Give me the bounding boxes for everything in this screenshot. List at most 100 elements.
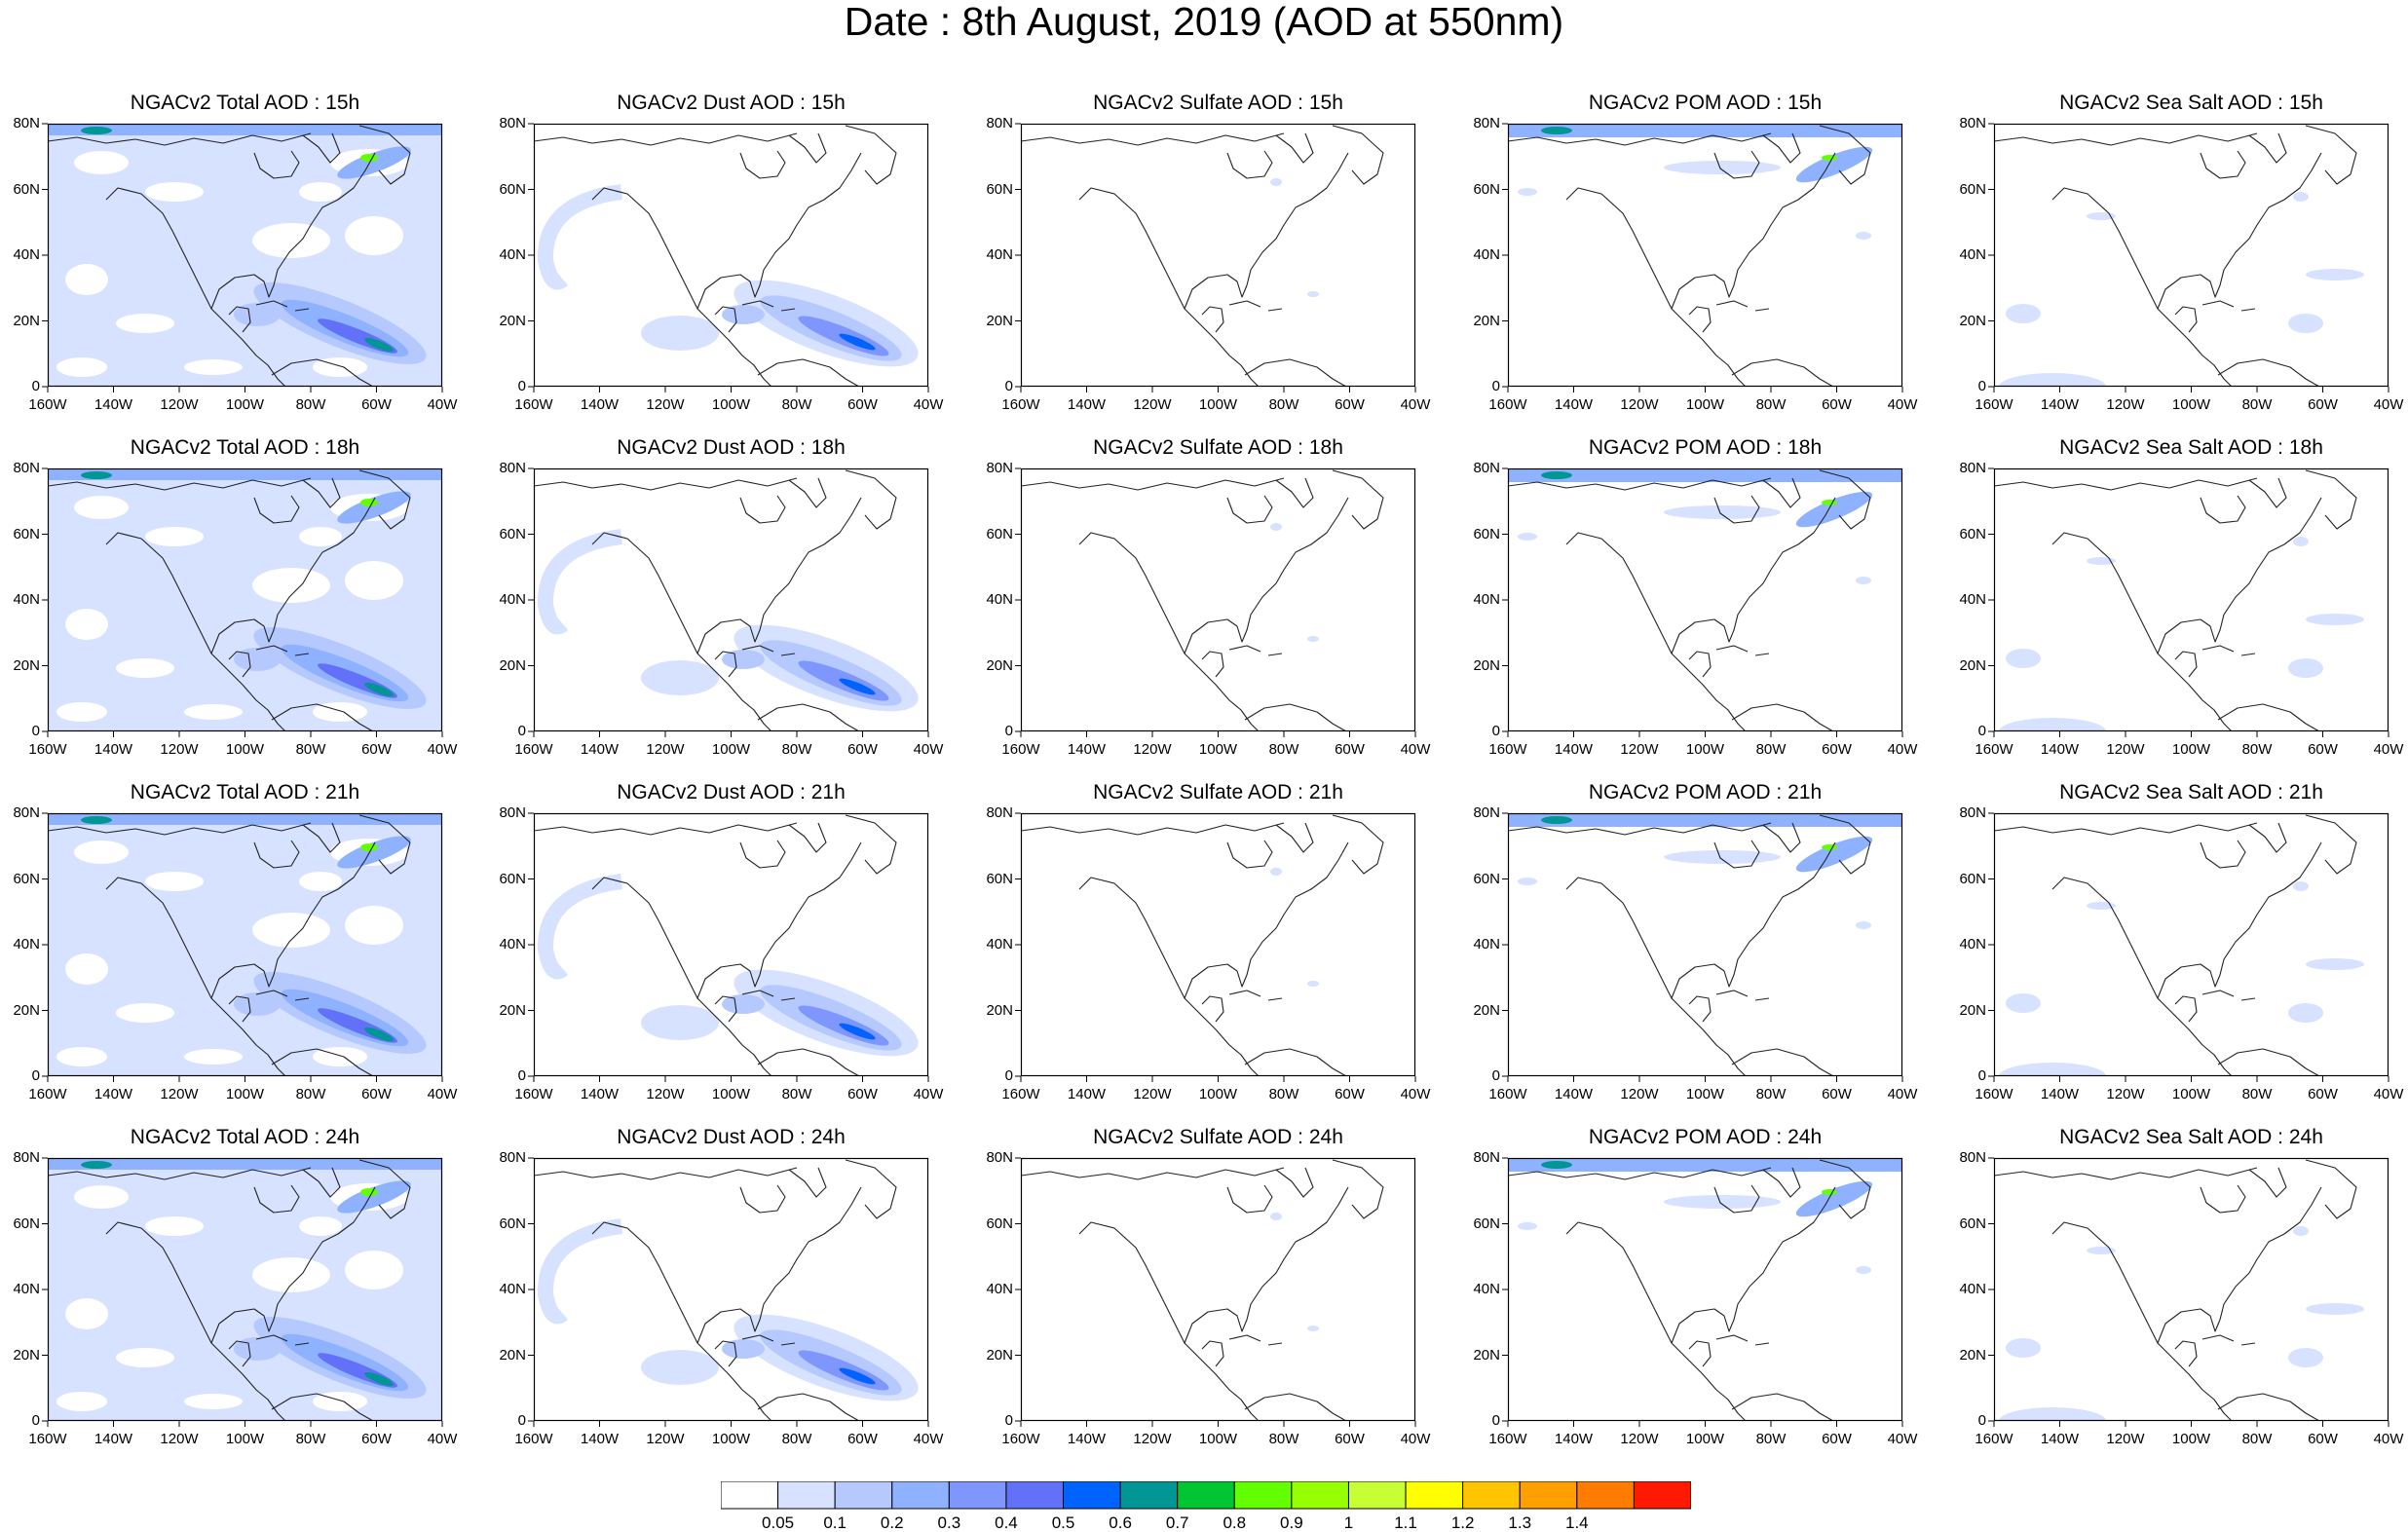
- colorbar-swatch: [834, 1480, 893, 1510]
- panel-title: NGACv2 Sea Salt AOD : 18h: [2059, 436, 2323, 459]
- lon-tick-label: 40W: [913, 741, 944, 758]
- lat-tick-label: 20N: [986, 312, 1013, 329]
- lon-tick-label: 160W: [1488, 1431, 1527, 1447]
- colorbar-label: 0.8: [1223, 1513, 1247, 1532]
- colorbar-swatch: [1291, 1480, 1349, 1510]
- lon-tick-label: 160W: [1975, 1086, 2013, 1102]
- panel-title: NGACv2 Sulfate AOD : 21h: [1093, 781, 1343, 803]
- lon-tick-label: 120W: [1620, 1431, 1659, 1447]
- colorbar-label: 1.1: [1394, 1513, 1417, 1532]
- lon-tick-label: 160W: [1488, 741, 1527, 758]
- lat-tick-label: 80N: [13, 115, 40, 131]
- colorbar: 0.05 0.1 0.2 0.3 0.4 0.5 0.6 0.7 0.8 0.9 1 1.1 1.2 1.…: [720, 1480, 1692, 1532]
- panel-title: NGACv2 Total AOD : 21h: [130, 781, 360, 803]
- lat-tick-label: 0: [517, 1412, 526, 1429]
- lat-tick-label: 40N: [13, 1281, 40, 1297]
- lat-tick-label: 0: [517, 723, 526, 739]
- colorbar-swatch: [1005, 1480, 1065, 1510]
- lon-tick-label: 80W: [295, 396, 326, 413]
- panel-title: NGACv2 Sulfate AOD : 15h: [1093, 92, 1343, 114]
- lon-tick-label: 160W: [1001, 1086, 1040, 1102]
- lon-tick-label: 60W: [1822, 1086, 1852, 1102]
- lon-tick-label: 140W: [1067, 1086, 1107, 1102]
- lon-tick-label: 140W: [1554, 396, 1594, 413]
- aod-map-sulfate: [1015, 467, 1416, 737]
- lon-tick-label: 100W: [2171, 396, 2211, 413]
- colorbar-swatch: [1405, 1480, 1464, 1510]
- lon-tick-label: 120W: [646, 741, 685, 758]
- lat-tick-label: 20N: [499, 312, 526, 329]
- lat-tick-label: 60N: [499, 1214, 526, 1232]
- lon-tick-label: 60W: [361, 396, 392, 413]
- colorbar-swatch: [1519, 1480, 1578, 1510]
- lat-tick-label: 80N: [1959, 460, 1986, 476]
- lon-tick-label: 140W: [94, 1086, 133, 1102]
- aod-map-sulfate: [1015, 123, 1416, 392]
- lat-tick-label: 20N: [1959, 1346, 1986, 1364]
- lon-tick-label: 100W: [1198, 396, 1238, 413]
- panel-title: NGACv2 Sea Salt AOD : 15h: [2059, 92, 2323, 114]
- lat-tick-label: 0: [1977, 1067, 1986, 1084]
- lon-tick-label: 100W: [225, 396, 265, 413]
- lat-tick-label: 20N: [1473, 1346, 1500, 1364]
- lon-tick-label: 40W: [2373, 1086, 2404, 1102]
- lon-tick-label: 160W: [1488, 1086, 1527, 1102]
- lat-tick-label: 60N: [986, 1214, 1013, 1232]
- aod-map-total: [42, 1157, 443, 1427]
- lat-tick-label: 20N: [1959, 312, 1986, 329]
- lat-tick-label: 20N: [1959, 1001, 1986, 1019]
- lat-tick-label: 60N: [1959, 180, 1986, 198]
- colorbar-label: 0.6: [1109, 1513, 1132, 1532]
- lat-tick-label: 40N: [499, 1281, 526, 1297]
- colorbar-swatch: [1633, 1480, 1692, 1510]
- lon-tick-label: 120W: [646, 1431, 685, 1447]
- colorbar-label: 0.1: [823, 1513, 847, 1532]
- lat-tick-label: 40N: [499, 246, 526, 263]
- colorbar-swatch: [1576, 1480, 1635, 1510]
- lon-tick-label: 60W: [1822, 1431, 1852, 1447]
- lon-tick-label: 140W: [2040, 741, 2080, 758]
- lat-tick-label: 60N: [1473, 525, 1500, 542]
- lon-tick-label: 60W: [1335, 396, 1365, 413]
- lon-tick-label: 40W: [1887, 396, 1918, 413]
- lon-tick-label: 100W: [1198, 1086, 1238, 1102]
- lon-tick-label: 140W: [2040, 1086, 2080, 1102]
- lat-tick-label: 40N: [1959, 936, 1986, 953]
- lat-tick-label: 40N: [986, 246, 1013, 263]
- colorbar-swatch: [720, 1480, 779, 1510]
- lat-tick-label: 60N: [13, 180, 40, 198]
- lon-tick-label: 140W: [580, 741, 620, 758]
- lat-tick-label: 20N: [1473, 656, 1500, 674]
- lat-tick-label: 60N: [1959, 1214, 1986, 1232]
- lon-tick-label: 40W: [1400, 1086, 1431, 1102]
- lat-tick-label: 80N: [13, 460, 40, 476]
- lat-tick-label: 0: [517, 378, 526, 394]
- lon-tick-label: 60W: [2308, 741, 2338, 758]
- panel-title: NGACv2 Sulfate AOD : 24h: [1093, 1126, 1343, 1148]
- lat-tick-label: 0: [1004, 1412, 1013, 1429]
- colorbar-swatch: [1233, 1480, 1293, 1510]
- lon-tick-label: 40W: [1400, 741, 1431, 758]
- lon-tick-label: 100W: [711, 1086, 751, 1102]
- lon-tick-label: 140W: [580, 1086, 620, 1102]
- lat-tick-label: 0: [31, 723, 40, 739]
- panel-title: NGACv2 Dust AOD : 18h: [617, 436, 846, 459]
- lon-tick-label: 80W: [2241, 396, 2273, 413]
- lat-tick-label: 80N: [499, 460, 526, 476]
- lon-tick-label: 40W: [2373, 396, 2404, 413]
- aod-map-pom: [1502, 467, 1903, 737]
- lon-tick-label: 60W: [361, 741, 392, 758]
- lon-tick-label: 160W: [1001, 1431, 1040, 1447]
- lon-tick-label: 60W: [1822, 396, 1852, 413]
- lon-tick-label: 60W: [361, 1431, 392, 1447]
- lon-tick-label: 80W: [781, 1086, 812, 1102]
- lon-tick-label: 140W: [1067, 741, 1107, 758]
- aod-map-dust: [528, 123, 929, 392]
- lon-tick-label: 80W: [1755, 741, 1787, 758]
- lat-tick-label: 0: [1977, 378, 1986, 394]
- lat-tick-label: 60N: [1473, 180, 1500, 198]
- lat-tick-label: 60N: [986, 870, 1013, 887]
- lon-tick-label: 100W: [711, 396, 751, 413]
- lon-tick-label: 160W: [28, 396, 67, 413]
- lon-tick-label: 100W: [2171, 741, 2211, 758]
